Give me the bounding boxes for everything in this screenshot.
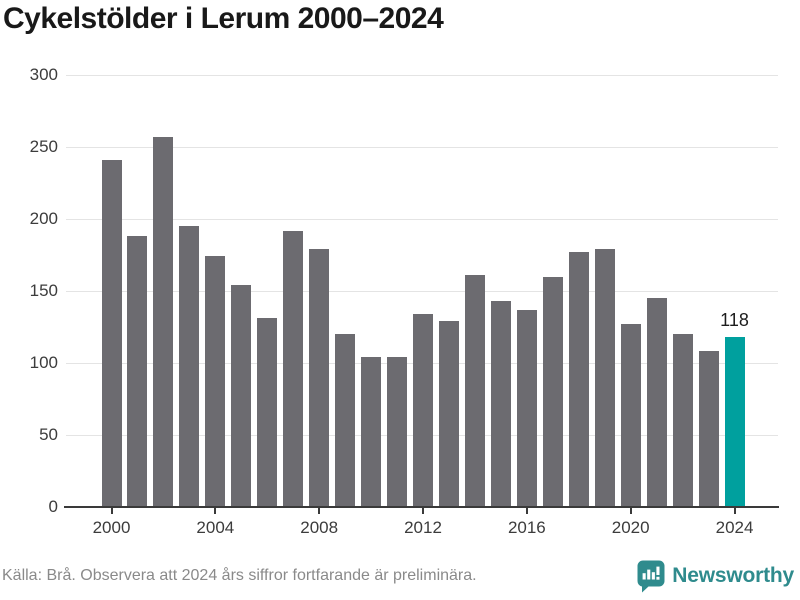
- bar-value-label-2024: 118: [720, 310, 749, 331]
- x-axis-tick-2008: [318, 508, 321, 514]
- gridline-150: [66, 291, 778, 292]
- gridline-300: [66, 75, 778, 76]
- newsworthy-logo: Newsworthy: [637, 560, 794, 593]
- x-axis-label-2008: 2008: [300, 518, 339, 537]
- gridline-250: [66, 147, 778, 148]
- y-axis-label-0: 0: [48, 497, 58, 516]
- bar-2021: [646, 298, 667, 507]
- y-axis-label-150: 150: [29, 281, 58, 300]
- bar-2024: [724, 337, 745, 507]
- bar-2007: [283, 230, 304, 507]
- x-axis-tick-2000: [110, 508, 113, 514]
- x-axis-line: [64, 506, 779, 508]
- newsworthy-logo-text: Newsworthy: [672, 564, 794, 587]
- bar-2006: [257, 318, 278, 507]
- y-axis-label-50: 50: [39, 425, 58, 444]
- source-note: Källa: Brå. Observera att 2024 års siffr…: [2, 567, 477, 584]
- bar-2015: [490, 301, 511, 507]
- x-axis-tick-2012: [422, 508, 425, 514]
- x-axis-label-2016: 2016: [507, 518, 546, 537]
- bar-2022: [672, 334, 693, 507]
- x-axis-label-2024: 2024: [715, 518, 754, 537]
- y-axis-label-200: 200: [29, 209, 58, 228]
- x-axis-tick-2020: [629, 508, 632, 514]
- x-axis-label-2004: 2004: [196, 518, 235, 537]
- x-axis-tick-2016: [525, 508, 528, 514]
- bar-2012: [413, 314, 434, 507]
- bar-2019: [594, 249, 615, 507]
- bar-2004: [205, 256, 226, 507]
- bar-2002: [153, 136, 174, 507]
- gridline-200: [66, 219, 778, 220]
- newsworthy-bubble-chart-icon: [637, 560, 665, 593]
- bar-2005: [231, 285, 252, 507]
- bar-2010: [361, 357, 382, 507]
- bar-2009: [335, 334, 356, 507]
- bar-2013: [438, 321, 459, 507]
- bar-2011: [387, 357, 408, 507]
- x-axis-label-2000: 2000: [92, 518, 131, 537]
- chart-title: Cykelstölder i Lerum 2000–2024: [3, 2, 444, 35]
- bar-2023: [698, 351, 719, 507]
- x-axis-label-2020: 2020: [611, 518, 650, 537]
- bar-2003: [179, 226, 200, 507]
- y-axis-label-300: 300: [29, 65, 58, 84]
- x-axis-tick-2024: [733, 508, 736, 514]
- bar-2014: [464, 275, 485, 507]
- y-axis-label-100: 100: [29, 353, 58, 372]
- bar-2001: [127, 236, 148, 507]
- bar-2000: [101, 159, 122, 507]
- bar-2008: [309, 249, 330, 507]
- x-axis-label-2012: 2012: [404, 518, 442, 537]
- bar-2020: [620, 324, 641, 507]
- x-axis-tick-2004: [214, 508, 217, 514]
- y-axis-label-250: 250: [29, 137, 58, 156]
- bar-chart-plot-area: 118 0 50 100 150 200 250 300 2000 2004 2008 2012 20…: [29, 65, 779, 537]
- footer: Källa: Brå. Observera att 2024 års siffr…: [0, 558, 800, 600]
- bar-2016: [516, 309, 537, 507]
- bar-2018: [568, 252, 589, 507]
- bar-2017: [542, 276, 563, 507]
